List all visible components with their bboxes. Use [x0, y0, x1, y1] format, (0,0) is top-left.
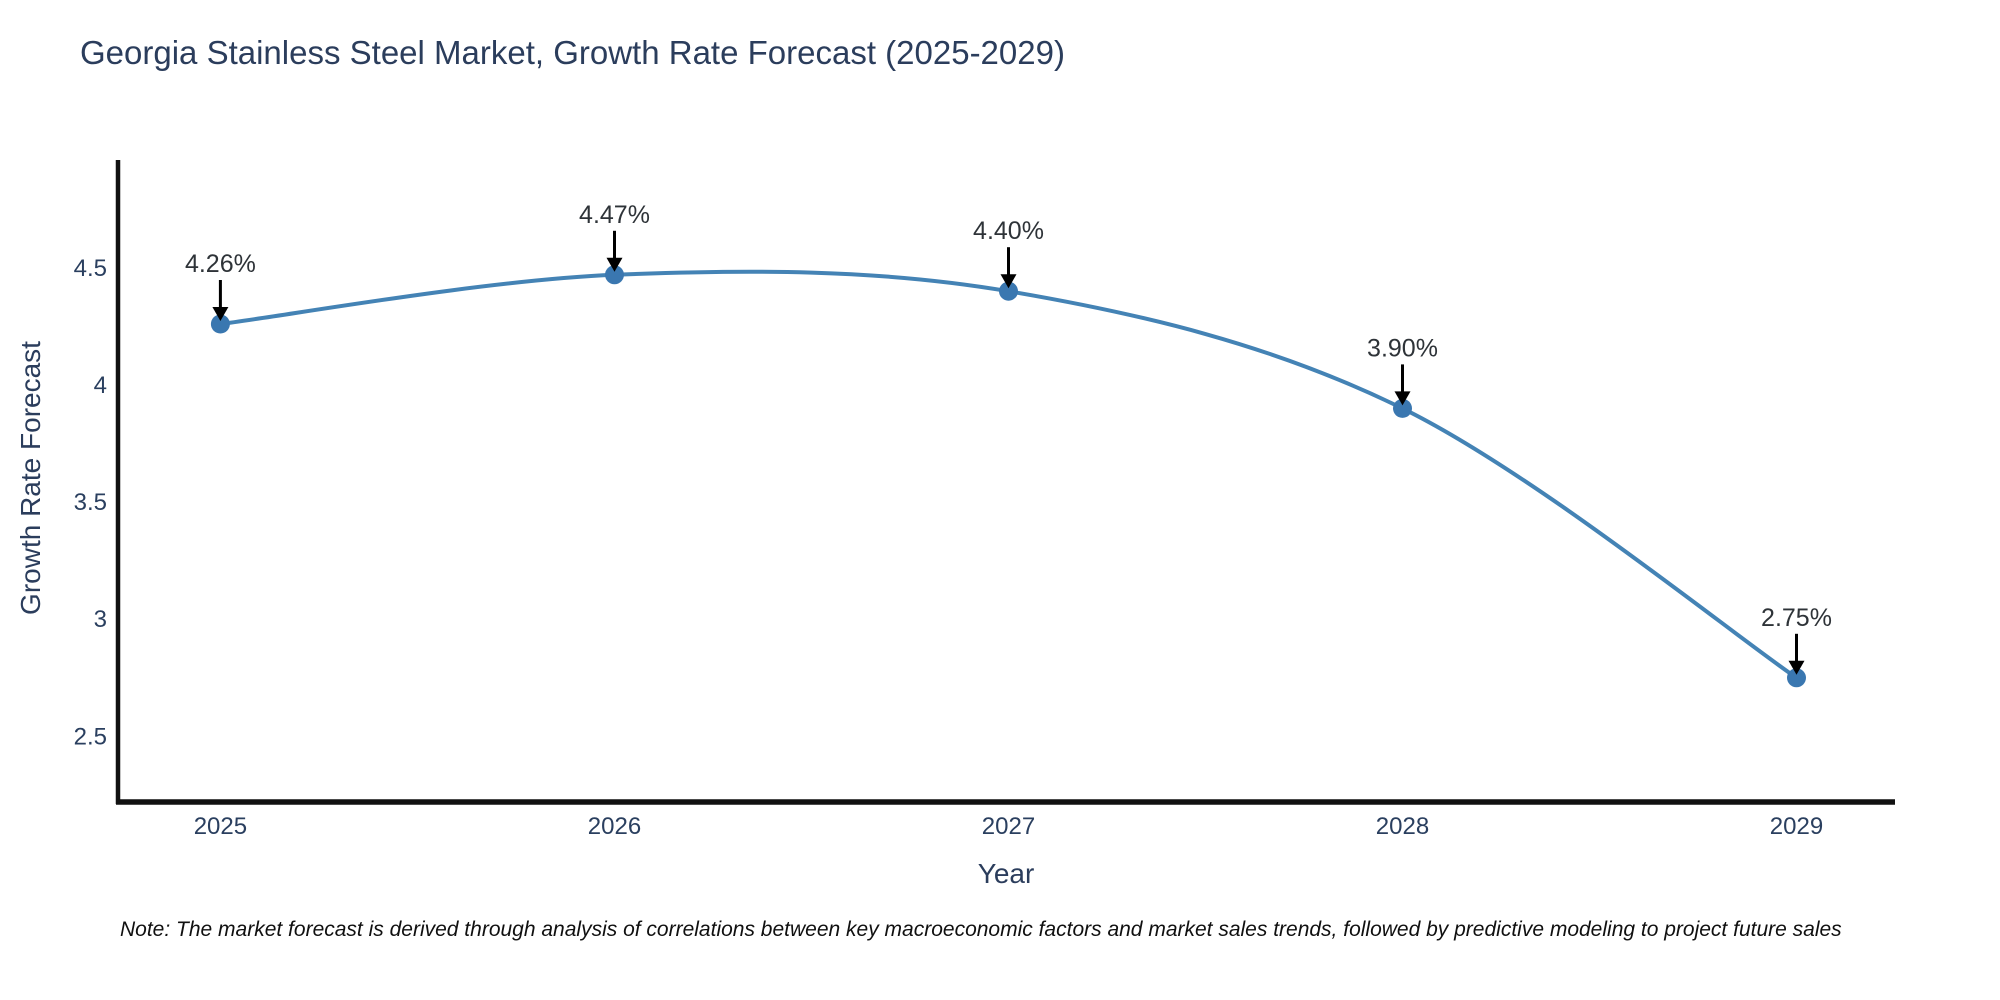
- y-tick-label: 3: [94, 606, 107, 633]
- annotation-label: 4.26%: [185, 250, 256, 278]
- data-point-marker[interactable]: [1787, 668, 1806, 688]
- annotation-arrowhead-icon: [1000, 274, 1017, 289]
- y-tick-label: 3.5: [74, 489, 107, 516]
- x-tick-label: 2027: [982, 813, 1035, 840]
- annotation-label: 3.90%: [1367, 334, 1438, 362]
- annotation-label: 2.75%: [1761, 604, 1832, 632]
- annotation-label: 4.40%: [973, 217, 1044, 245]
- y-tick-label: 4.5: [74, 255, 107, 282]
- x-tick-label: 2028: [1376, 813, 1429, 840]
- y-tick-label: 4: [94, 372, 107, 399]
- annotation-arrowhead-icon: [1788, 660, 1805, 675]
- chart-title: Georgia Stainless Steel Market, Growth R…: [80, 34, 1065, 71]
- annotation-arrowhead-icon: [212, 307, 229, 321]
- data-point-marker[interactable]: [1393, 398, 1412, 418]
- x-tick-label: 2029: [1770, 813, 1823, 840]
- annotation-label: 4.47%: [579, 201, 650, 229]
- forecast-line: [218, 269, 1799, 680]
- footnote: Note: The market forecast is derived thr…: [120, 918, 1842, 941]
- data-point-marker[interactable]: [999, 281, 1018, 301]
- annotation-arrowhead-icon: [606, 257, 623, 272]
- data-point-marker[interactable]: [605, 265, 624, 285]
- y-tick-label: 2.5: [74, 723, 107, 750]
- data-point-marker[interactable]: [210, 314, 230, 334]
- x-tick-label: 2025: [194, 813, 247, 840]
- annotation-arrowhead-icon: [1394, 391, 1411, 406]
- x-tick-label: 2026: [588, 813, 641, 840]
- x-axis-title: Year: [977, 858, 1035, 889]
